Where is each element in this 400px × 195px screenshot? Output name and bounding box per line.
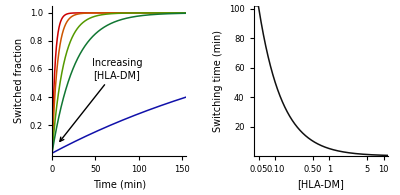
Text: Increasing
[HLA-DM]: Increasing [HLA-DM] [60,58,142,141]
X-axis label: [HLA-DM]: [HLA-DM] [297,180,344,190]
X-axis label: Time (min): Time (min) [93,180,146,190]
Y-axis label: Switching time (min): Switching time (min) [213,30,223,132]
Y-axis label: Switched fraction: Switched fraction [14,38,24,123]
